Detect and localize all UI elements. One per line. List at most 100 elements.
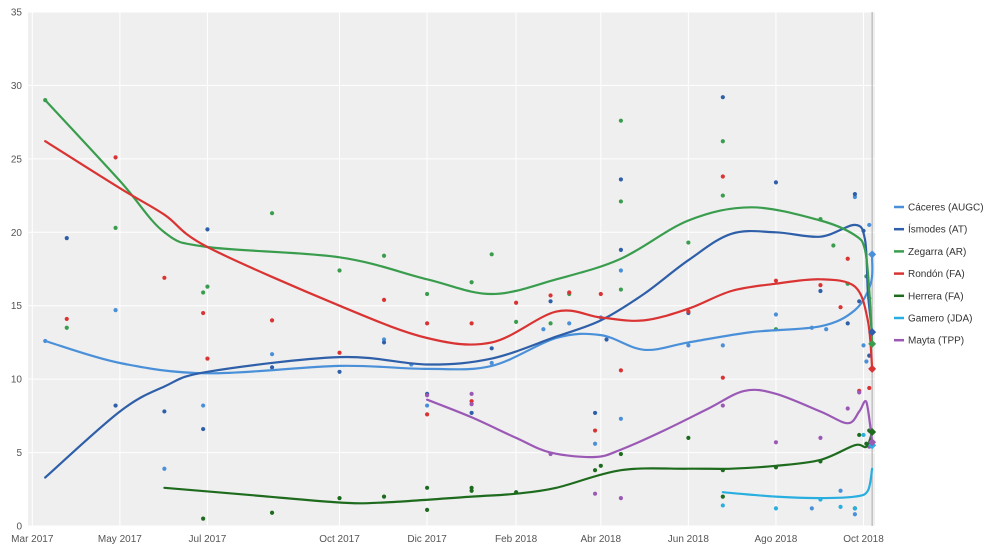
data-point: [686, 309, 691, 314]
trend-line: [44, 99, 874, 344]
data-point: [818, 288, 823, 294]
data-point: [852, 192, 858, 197]
data-point: [113, 155, 118, 160]
data-point: [857, 390, 862, 395]
data-point: [64, 316, 69, 322]
data-point: [845, 256, 850, 261]
result-marker: [868, 328, 877, 337]
data-point: [514, 300, 519, 305]
data-point: [809, 506, 814, 511]
data-point: [469, 410, 474, 416]
data-point: [205, 356, 210, 361]
data-point: [838, 488, 843, 493]
data-point: [381, 297, 387, 302]
data-point: [618, 416, 624, 421]
data-point: [113, 403, 118, 408]
data-point: [720, 503, 725, 508]
data-point: [469, 321, 474, 326]
plot-background: [28, 12, 875, 526]
data-point: [618, 495, 624, 501]
trend-line: [44, 223, 874, 479]
data-point: [548, 299, 553, 304]
data-point: [337, 495, 342, 501]
data-point: [424, 412, 430, 417]
data-point: [852, 512, 858, 517]
data-point: [205, 284, 210, 289]
data-point: [548, 293, 553, 298]
data-point: [162, 466, 167, 471]
x-tick-label: May 2017: [98, 534, 142, 544]
data-point: [618, 199, 624, 204]
x-tick-label: Oct 2018: [843, 534, 884, 544]
data-point: [469, 399, 474, 404]
data-point: [592, 491, 598, 496]
grid: [28, 11, 875, 527]
data-point: [857, 432, 862, 438]
result-marker: [868, 438, 877, 447]
legend-label: Zegarra (AR): [908, 247, 966, 258]
data-point: [162, 275, 167, 280]
series-points: [64, 155, 872, 433]
data-point: [618, 451, 624, 457]
data-point: [201, 310, 206, 316]
data-point: [337, 350, 342, 355]
data-point: [567, 290, 572, 295]
data-point: [424, 507, 430, 512]
legend-label: Ísmodes (AT): [908, 223, 967, 236]
data-point: [381, 340, 387, 345]
data-point: [598, 291, 603, 297]
data-point: [381, 253, 387, 258]
data-point: [469, 391, 474, 396]
data-point: [852, 506, 858, 511]
data-point: [720, 375, 725, 380]
legend-label: Herrera (FA): [908, 291, 964, 302]
data-point: [618, 247, 624, 253]
data-point: [845, 321, 850, 326]
data-point: [618, 287, 624, 292]
trend-line: [721, 467, 874, 500]
data-point: [818, 435, 823, 440]
data-point: [269, 211, 275, 216]
x-tick-label: Jul 2017: [189, 534, 227, 544]
data-point: [852, 194, 858, 200]
data-point: [773, 440, 779, 445]
data-point: [861, 432, 866, 438]
data-point: [773, 278, 779, 283]
data-point: [592, 468, 598, 473]
y-tick-label: 10: [11, 375, 23, 386]
data-point: [514, 319, 519, 324]
data-point: [269, 510, 275, 515]
data-point: [618, 368, 624, 373]
data-point: [567, 321, 572, 326]
x-tick-label: Feb 2018: [495, 534, 538, 544]
data-point: [113, 308, 118, 313]
x-tick-label: Mar 2017: [11, 534, 54, 544]
data-point: [64, 236, 69, 241]
x-tick-label: Ago 2018: [755, 534, 798, 544]
data-point: [269, 352, 275, 357]
y-tick-label: 5: [16, 448, 22, 459]
data-point: [867, 385, 872, 391]
data-point: [861, 343, 866, 348]
trend-line: [44, 140, 874, 369]
data-point: [337, 268, 342, 273]
data-point: [618, 118, 624, 123]
data-point: [592, 410, 598, 416]
x-tick-label: Dic 2017: [407, 534, 447, 544]
data-point: [489, 360, 494, 366]
axes: 0 5 10 15 20 25 30 35 Mar 2017 May 2017 Jul 2017 Oc…: [11, 8, 884, 544]
data-point: [720, 403, 725, 408]
data-point: [269, 365, 275, 370]
y-tick-label: 0: [16, 522, 22, 533]
data-point: [720, 139, 725, 144]
result-marker: [868, 364, 877, 373]
result-marker: [868, 428, 877, 437]
data-point: [592, 441, 598, 446]
legend-item: Cáceres (AUGC): [894, 203, 984, 214]
legend-item: Ísmodes (AT): [894, 223, 967, 236]
data-point: [489, 346, 494, 351]
data-point: [64, 325, 69, 330]
y-tick-label: 25: [11, 154, 23, 165]
data-point: [838, 504, 843, 510]
